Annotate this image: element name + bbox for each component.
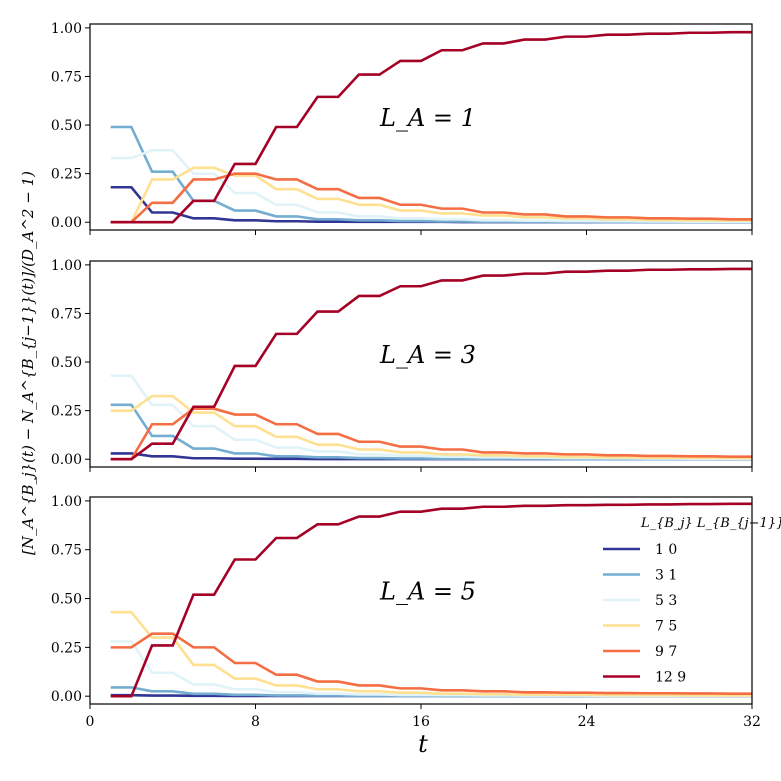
y-tick-label: 0.75 xyxy=(51,543,82,559)
panel-3: 0.00 0.25 0.50 0.75 1.00 0 8 16 24 32 L_A = 5 L_{B_… xyxy=(51,494,781,730)
series-line-12-9 xyxy=(110,30,752,224)
series-line-9-7 xyxy=(110,407,752,461)
series-line-7-5 xyxy=(110,610,752,697)
series-line-12-9 xyxy=(110,267,752,461)
legend-label-3-1: 3 1 xyxy=(655,568,677,584)
y-tick-label: 0.00 xyxy=(51,215,82,231)
y-tick-label: 1.00 xyxy=(51,21,82,37)
y-tick-label: 0.25 xyxy=(51,404,82,420)
legend-label-12-9: 12 9 xyxy=(655,670,686,686)
series-line-5-3 xyxy=(110,149,752,223)
y-tick-label: 1.00 xyxy=(51,258,82,274)
x-tick-label: 0 xyxy=(86,714,95,730)
legend-title: L_{B_j} L_{B_{j−1}} xyxy=(640,516,781,531)
y-axis-label: [N_A^{B_j}(t) − N_A^{B_{j−1}}(t)]/(D_A^2… xyxy=(19,171,37,555)
series-line-7-5 xyxy=(110,394,752,460)
panel-1: 0.00 0.25 0.50 0.75 1.00 L_A = 1 xyxy=(51,21,753,235)
legend-label-9-7: 9 7 xyxy=(655,644,677,660)
y-tick-label: 0.50 xyxy=(51,118,82,134)
y-tick-label: 0.50 xyxy=(51,592,82,608)
y-tick-label: 0.00 xyxy=(51,689,82,705)
y-tick-label: 0.75 xyxy=(51,306,82,322)
y-tick-label: 0.25 xyxy=(51,640,82,656)
legend: L_{B_j} L_{B_{j−1}} 1 0 3 1 5 3 7 5 9 7 12 9 xyxy=(603,516,781,686)
legend-label-7-5: 7 5 xyxy=(655,619,677,635)
series-line-9-7 xyxy=(110,172,752,224)
panel-annotation: L_A = 1 xyxy=(379,104,476,132)
series-line-9-7 xyxy=(110,632,752,695)
panel-2: 0.00 0.25 0.50 0.75 1.00 L_A = 3 xyxy=(51,258,753,472)
legend-label-1-0: 1 0 xyxy=(655,542,677,558)
panel-annotation: L_A = 3 xyxy=(379,341,476,369)
y-tick-label: 0.75 xyxy=(51,69,82,85)
series-line-7-5 xyxy=(110,166,752,224)
series-line-1-0 xyxy=(110,185,752,224)
x-tick-label: 8 xyxy=(251,714,260,730)
panel-annotation: L_A = 5 xyxy=(379,578,476,606)
y-tick-label: 0.25 xyxy=(51,167,82,183)
x-axis-label: t xyxy=(418,730,428,758)
series-line-5-3 xyxy=(110,374,752,460)
x-tick-label: 32 xyxy=(743,714,761,730)
series-line-12-9 xyxy=(110,502,752,698)
y-tick-label: 0.50 xyxy=(51,355,82,371)
legend-label-5-3: 5 3 xyxy=(655,593,677,609)
y-tick-label: 1.00 xyxy=(51,494,82,510)
x-tick-label: 24 xyxy=(578,714,596,730)
x-tick-label: 16 xyxy=(412,714,430,730)
y-tick-label: 0.00 xyxy=(51,452,82,468)
